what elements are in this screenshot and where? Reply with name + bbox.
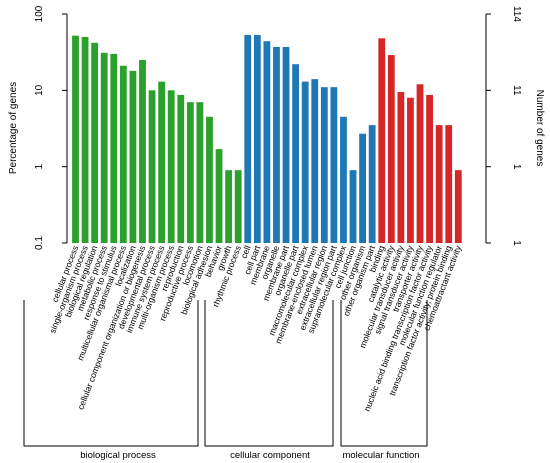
left-tick-label: 1 <box>34 163 45 169</box>
bar <box>91 42 99 243</box>
bar <box>282 46 290 243</box>
bar <box>215 149 223 243</box>
bar <box>263 41 271 243</box>
bar <box>177 94 185 243</box>
bar <box>407 97 414 243</box>
left-tick-label: 100 <box>34 5 45 22</box>
bar <box>158 81 166 244</box>
bar <box>100 52 108 244</box>
bar <box>110 53 118 243</box>
bar <box>253 35 261 244</box>
bar-label: cell <box>239 244 253 260</box>
bar <box>426 94 433 243</box>
bar <box>148 90 156 243</box>
bar <box>292 64 300 243</box>
bar <box>167 90 175 243</box>
group-brackets: biological process cellular component mole… <box>23 300 428 461</box>
bar <box>81 36 89 243</box>
bar <box>349 170 357 243</box>
bar <box>445 125 453 243</box>
group-label: molecular function <box>342 450 419 461</box>
bar <box>416 84 424 244</box>
bar <box>234 170 242 243</box>
y-axis-title: Percentage of genes <box>8 82 19 174</box>
bar <box>330 87 338 243</box>
y2-axis-title: Number of genes <box>534 90 545 167</box>
bar <box>378 38 386 243</box>
bar <box>119 65 127 243</box>
bar <box>129 70 137 243</box>
bar <box>340 116 347 243</box>
group-bracket <box>23 300 199 447</box>
right-tick-label: 11 <box>511 85 522 96</box>
group-bracket <box>340 300 428 447</box>
left-axis-ticks: 0.1 1 10 100 <box>34 5 67 250</box>
bar <box>311 79 319 243</box>
bar <box>301 81 309 244</box>
bar <box>359 133 366 243</box>
bar <box>454 170 462 243</box>
bar <box>368 125 376 243</box>
bars <box>72 35 462 244</box>
bar <box>186 102 194 243</box>
left-tick-label: 0.1 <box>34 236 45 250</box>
group-label: biological process <box>80 450 156 461</box>
bar <box>206 116 213 243</box>
bar <box>387 55 395 243</box>
bar <box>72 35 79 244</box>
bar <box>435 125 443 243</box>
bar <box>196 102 204 243</box>
right-tick-label: 1 <box>511 164 522 170</box>
group-label: cellular component <box>230 450 310 461</box>
bar <box>320 87 328 243</box>
right-tick-label: 1 <box>511 240 522 246</box>
group-bracket <box>204 300 334 447</box>
left-tick-label: 10 <box>34 84 45 96</box>
bar <box>225 170 233 243</box>
bar <box>273 46 280 243</box>
bar <box>397 92 405 243</box>
bar <box>244 35 252 244</box>
right-tick-label: 114 <box>511 6 522 22</box>
bar <box>139 59 146 243</box>
